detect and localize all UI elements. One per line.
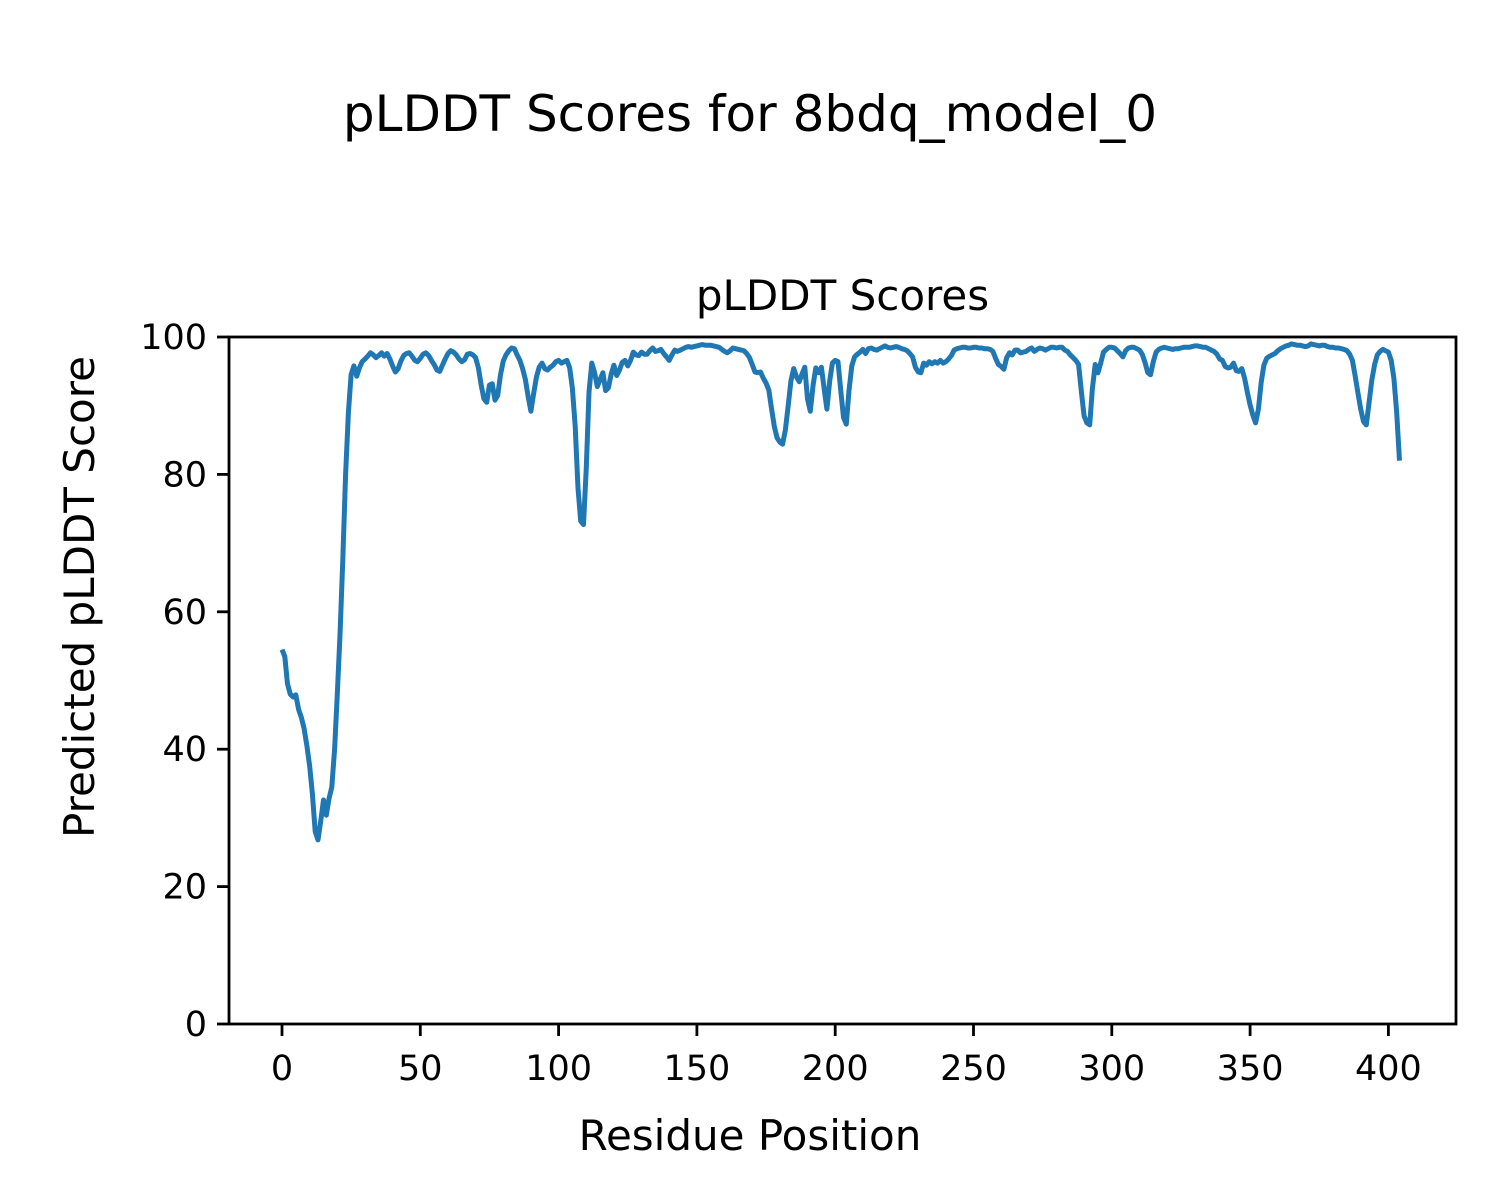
x-tick-label: 350 bbox=[1217, 1049, 1284, 1089]
x-tick-label: 50 bbox=[398, 1049, 443, 1089]
figure-title: pLDDT Scores for 8bdq_model_0 bbox=[342, 85, 1158, 143]
x-tick-label: 0 bbox=[271, 1049, 293, 1089]
y-tick-label: 40 bbox=[162, 730, 207, 770]
y-tick-label: 100 bbox=[140, 318, 207, 358]
x-tick-label: 200 bbox=[802, 1049, 869, 1089]
x-tick-label: 400 bbox=[1355, 1049, 1422, 1089]
y-axis-label: Predicted pLDDT Score bbox=[54, 356, 104, 838]
x-tick-label: 100 bbox=[525, 1049, 592, 1089]
plddt-line bbox=[279, 341, 1402, 843]
y-tick-label: 20 bbox=[162, 868, 207, 908]
axes-title: pLDDT Scores bbox=[695, 271, 990, 320]
x-tick-label: 300 bbox=[1078, 1049, 1145, 1089]
axes-frame bbox=[227, 335, 1458, 1026]
y-tick-label: 60 bbox=[162, 593, 207, 633]
x-tick-label: 150 bbox=[663, 1049, 730, 1089]
x-tick-label: 250 bbox=[940, 1049, 1007, 1089]
x-axis-label: Residue Position bbox=[578, 1111, 922, 1160]
y-tick-label: 80 bbox=[162, 455, 207, 495]
y-tick-label: 0 bbox=[185, 1005, 207, 1045]
